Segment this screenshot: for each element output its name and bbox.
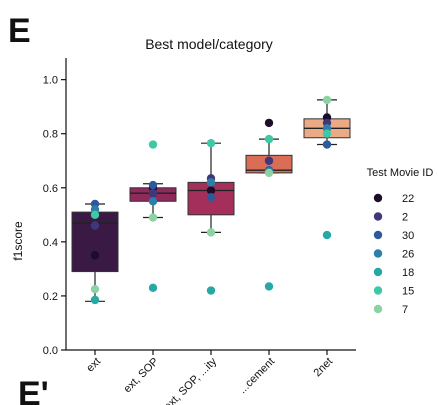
data-point xyxy=(148,197,158,206)
legend-label: 2 xyxy=(402,212,408,224)
data-point xyxy=(148,140,158,149)
data-point xyxy=(148,180,158,190)
box xyxy=(71,211,119,273)
x-tick-label: ...cement xyxy=(237,356,277,396)
legend-marker xyxy=(373,230,383,240)
x-tick-label: ext, SOP xyxy=(122,356,162,396)
y-tick-label: 0.2 xyxy=(43,291,58,303)
legend-label: 15 xyxy=(402,286,414,298)
data-point xyxy=(206,228,216,237)
legend-label: 7 xyxy=(402,304,408,316)
x-tick-labels: ext ext, SOP ext, SOP, ...ity ...cement 2net xyxy=(84,355,335,405)
chart-title: Best model/category xyxy=(145,36,273,52)
y-tick-label: 0.4 xyxy=(43,237,58,249)
legend-label: 22 xyxy=(402,193,414,205)
y-axis-label: f1score xyxy=(11,221,25,261)
legend-marker xyxy=(373,212,383,221)
data-point xyxy=(90,284,100,294)
legend-marker xyxy=(373,286,383,295)
data-point xyxy=(206,193,216,202)
legend-label: 26 xyxy=(402,249,414,261)
data-point xyxy=(148,188,158,198)
data-point xyxy=(322,129,332,138)
x-tick-label: ext, SOP, ...ity xyxy=(162,355,220,405)
panel-label-top: E xyxy=(8,12,31,50)
data-point xyxy=(264,156,274,165)
points xyxy=(90,95,332,305)
data-point xyxy=(264,134,274,144)
data-point xyxy=(206,138,216,148)
legend-marker xyxy=(373,193,383,203)
y-tick-label: 0.8 xyxy=(43,129,58,141)
legend-marker xyxy=(373,304,383,314)
data-point xyxy=(264,118,274,128)
data-point xyxy=(90,221,100,230)
y-tick-label: 0.0 xyxy=(43,345,58,357)
panel-label-bottom: E' xyxy=(18,375,49,405)
legend-label: 18 xyxy=(402,267,414,279)
data-point xyxy=(90,210,100,220)
axes: 0.0 0.2 0.4 0.6 0.8 1.0 xyxy=(43,58,356,357)
data-point xyxy=(148,283,158,293)
data-point xyxy=(148,213,158,222)
y-tick-label: 0.6 xyxy=(43,183,58,195)
data-point xyxy=(206,186,216,195)
y-tick-label: 1.0 xyxy=(43,75,58,87)
data-point xyxy=(264,282,274,291)
data-point xyxy=(206,286,216,295)
data-point xyxy=(322,230,332,240)
legend-title: Test Movie ID xyxy=(367,167,434,179)
x-tick-label: 2net xyxy=(311,356,335,380)
data-point xyxy=(322,140,332,149)
legend-marker xyxy=(373,249,383,258)
data-point xyxy=(264,168,274,178)
legend-marker xyxy=(373,267,383,277)
x-tick-label: ext xyxy=(84,356,103,375)
data-point xyxy=(322,95,332,105)
data-point xyxy=(90,295,100,305)
data-point xyxy=(90,251,100,260)
data-point xyxy=(206,178,216,187)
legend-label: 30 xyxy=(402,230,414,242)
